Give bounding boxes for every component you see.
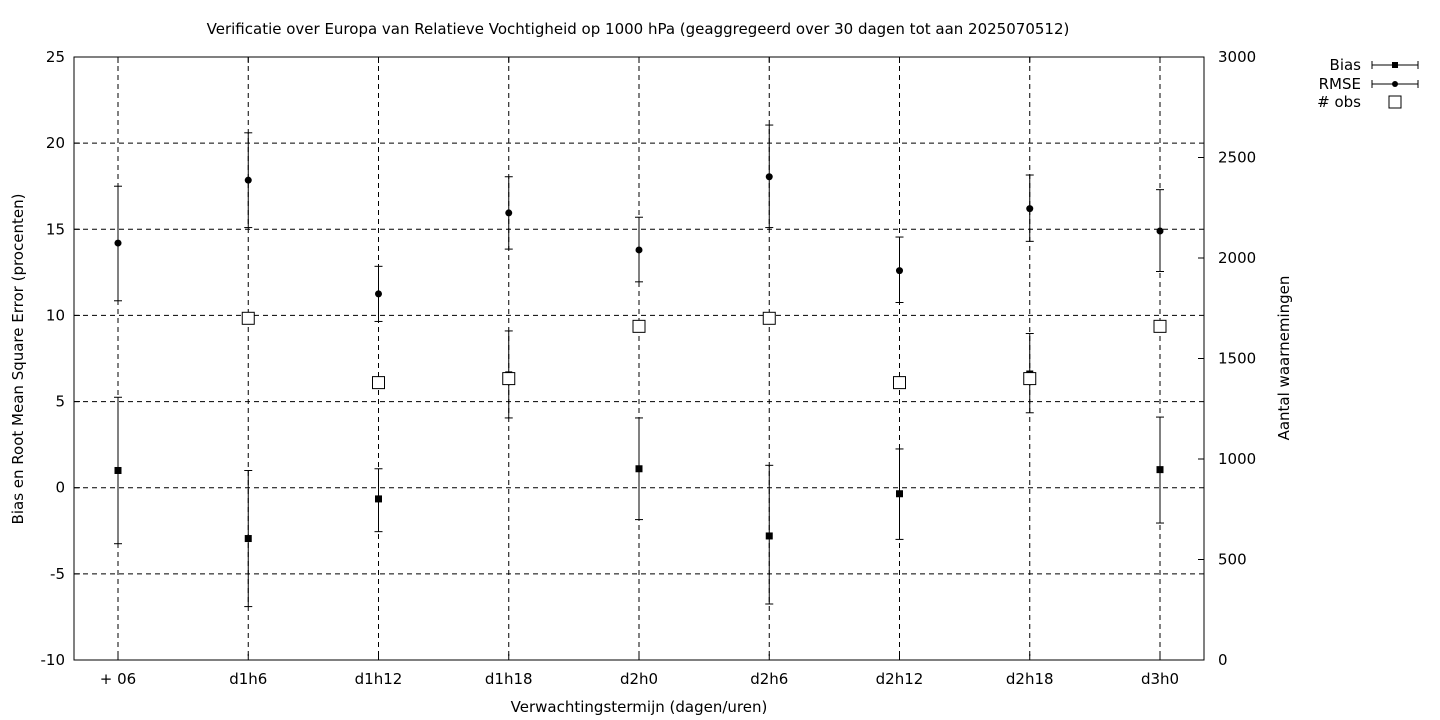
x-tick-label: d2h12: [876, 670, 924, 688]
legend-label: # obs: [1317, 93, 1361, 111]
x-axis-label: Verwachtingstermijn (dagen/uren): [511, 698, 768, 716]
legend-rmse-marker: [1392, 81, 1398, 87]
rmse-marker: [505, 209, 513, 217]
obs-marker: [1023, 372, 1037, 386]
x-tick-label: d1h18: [485, 670, 533, 688]
legend-obs-marker: [1388, 95, 1402, 109]
obs-marker: [1153, 319, 1167, 333]
y2-tick-label: 2500: [1218, 149, 1256, 167]
rmse-marker: [896, 267, 903, 275]
y-axis-label: Bias en Root Mean Square Error (procente…: [9, 194, 27, 525]
bias-marker: [375, 495, 382, 503]
y2-axis-label: Aantal waarnemingen: [1275, 276, 1293, 441]
bias-marker: [896, 490, 903, 498]
bias-marker: [114, 466, 122, 474]
obs-marker: [893, 376, 906, 390]
y2-tick-label: 1000: [1218, 450, 1256, 468]
bias-marker: [635, 465, 643, 473]
y2-tick-label: 3000: [1218, 48, 1256, 66]
obs-marker: [632, 319, 646, 333]
y-tick-label: 15: [46, 220, 65, 238]
right-axis: 0 500 1000 1500 2000 2500 3000: [1198, 48, 1256, 669]
bias-marker: [765, 532, 773, 540]
rmse-marker: [375, 290, 382, 298]
x-tick-label: + 06: [100, 670, 136, 688]
x-tick-label: d2h0: [620, 670, 658, 688]
x-tick-label: d2h6: [750, 670, 788, 688]
y2-tick-label: 1500: [1218, 350, 1256, 368]
y-tick-label: -10: [41, 651, 66, 669]
y2-tick-label: 2000: [1218, 249, 1256, 267]
obs-marker: [241, 311, 255, 325]
rmse-marker: [114, 239, 122, 247]
y-tick-label: -5: [50, 565, 65, 583]
rmse-marker: [244, 176, 252, 184]
bias-marker: [1156, 466, 1164, 474]
y2-tick-label: 0: [1218, 651, 1228, 669]
rmse-marker: [635, 246, 643, 254]
x-tick-label: d2h18: [1006, 670, 1054, 688]
grid: [74, 57, 1204, 660]
obs-marker: [762, 311, 776, 325]
y-tick-label: 10: [46, 306, 65, 324]
legend-label: RMSE: [1319, 75, 1361, 93]
bias-marker: [244, 535, 252, 543]
x-tick-label: d3h0: [1141, 670, 1179, 688]
x-tick-label: d1h12: [355, 670, 403, 688]
y-tick-label: 5: [55, 393, 65, 411]
y2-tick-label: 500: [1218, 551, 1247, 569]
x-tick-label: d1h6: [229, 670, 267, 688]
y-tick-label: 20: [46, 134, 65, 152]
rmse-marker: [1156, 227, 1164, 235]
chart-title: Verificatie over Europa van Relatieve Vo…: [207, 20, 1070, 38]
x-axis: + 06 d1h6 d1h12 d1h18 d2h0 d2h6 d2h12 d2h18 d3h0: [100, 57, 1179, 688]
data-marks: [114, 124, 1167, 608]
rmse-marker: [1026, 205, 1034, 213]
obs-marker: [372, 376, 385, 390]
left-axis: -10 -5 0 5 10 15 20 25: [41, 48, 80, 669]
rmse-marker: [765, 173, 773, 181]
legend-label: Bias: [1330, 56, 1362, 74]
obs-marker: [502, 372, 516, 386]
y-tick-label: 0: [55, 479, 65, 497]
legend-bias-marker: [1392, 62, 1398, 68]
y-tick-label: 25: [46, 48, 65, 66]
